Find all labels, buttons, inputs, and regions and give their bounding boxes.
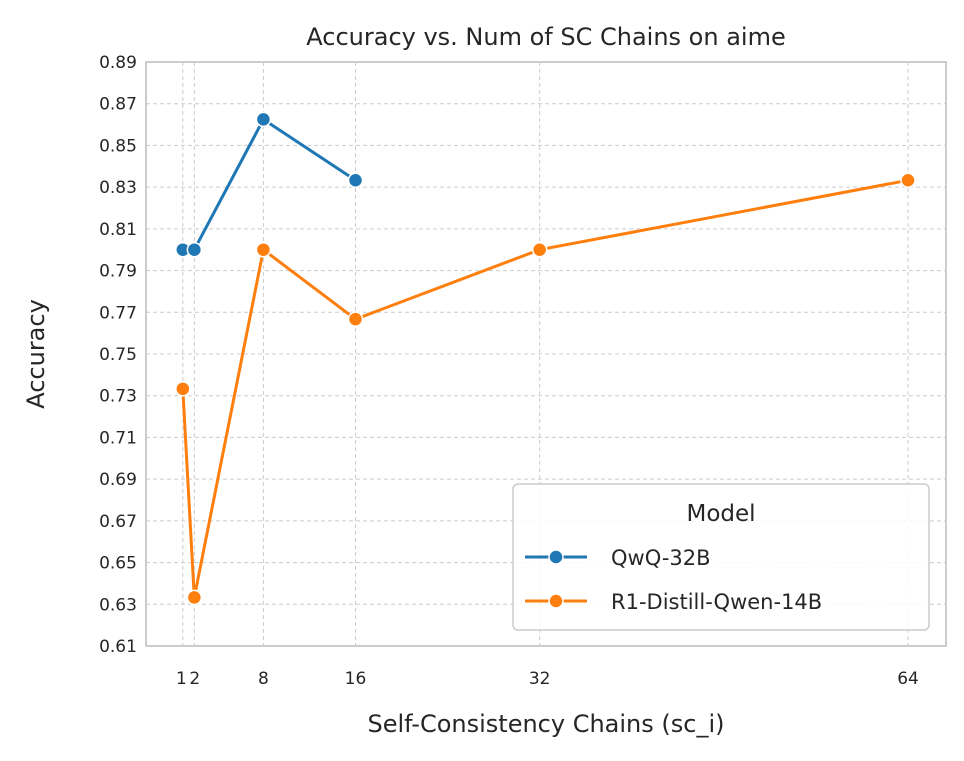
x-tick-labels: 1 2 8 16 32 64: [176, 669, 919, 689]
data-point: [186, 241, 203, 258]
y-tick-label: 0.67: [99, 512, 137, 532]
x-tick-label: 2: [189, 669, 200, 689]
x-tick-label: 8: [258, 669, 269, 689]
y-tick-label: 0.81: [99, 220, 137, 240]
legend-marker: [548, 593, 564, 609]
data-point: [186, 589, 203, 606]
x-tick-label: 64: [897, 669, 919, 689]
y-tick-label: 0.89: [99, 53, 137, 73]
legend-title: Model: [686, 501, 755, 527]
data-point: [531, 241, 548, 258]
y-tick-label: 0.85: [99, 136, 137, 156]
y-tick-label: 0.71: [99, 428, 137, 448]
series-layer: [175, 111, 916, 606]
legend-box: [512, 483, 930, 631]
y-tick-label: 0.87: [99, 95, 137, 115]
x-axis-title: Self-Consistency Chains (sc_i): [368, 710, 725, 738]
y-tick-label: 0.61: [99, 637, 137, 657]
legend-item: R1-Distill-Qwen-14B: [525, 590, 822, 614]
chart-title: Accuracy vs. Num of SC Chains on aime: [306, 23, 785, 51]
data-point: [255, 111, 272, 128]
data-point: [347, 172, 364, 189]
y-tick-label: 0.77: [99, 303, 137, 323]
legend-item: QwQ-32B: [525, 546, 711, 570]
data-point: [255, 241, 272, 258]
series-line: [181, 117, 357, 252]
data-point: [347, 311, 364, 327]
plot-frame: [145, 61, 947, 647]
y-tick-label: 0.69: [99, 470, 137, 490]
y-tick-label: 0.63: [99, 595, 137, 615]
series-line: [181, 178, 910, 599]
x-tick-label: 32: [529, 669, 551, 689]
legend-label: QwQ-32B: [611, 546, 711, 570]
y-axis-title: Accuracy: [22, 299, 50, 409]
x-tick-label: 1: [176, 669, 187, 689]
series-0: [175, 111, 364, 258]
y-tick-label: 0.65: [99, 554, 137, 574]
legend-label: R1-Distill-Qwen-14B: [611, 590, 822, 614]
data-point: [175, 381, 191, 397]
y-tick-label: 0.79: [99, 262, 137, 282]
x-tick-label: 16: [345, 669, 367, 689]
y-tick-label: 0.75: [99, 345, 137, 365]
y-tick-labels: 0.61 0.63 0.65 0.67 0.69 0.71 0.73 0.75 0.77 0.79…: [99, 53, 137, 657]
legend-marker: [548, 549, 564, 565]
data-point: [900, 172, 916, 189]
legend: Model QwQ-32B R1-Distill-Qwen-14B: [512, 483, 930, 631]
y-tick-label: 0.73: [99, 387, 137, 407]
y-tick-label: 0.83: [99, 178, 137, 198]
series-1: [175, 172, 916, 606]
